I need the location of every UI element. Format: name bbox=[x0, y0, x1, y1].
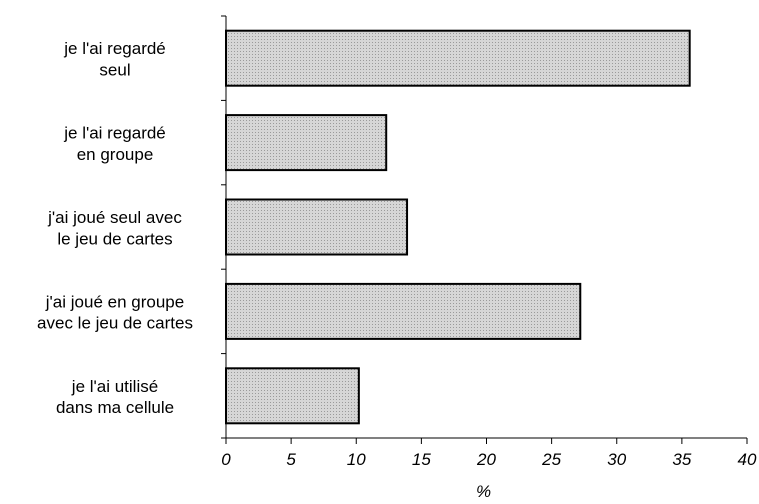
bars-layer bbox=[225, 29, 691, 425]
x-axis-title: % bbox=[476, 482, 491, 499]
bar bbox=[225, 29, 691, 87]
category-label-line: je l'ai utilisé bbox=[71, 377, 158, 396]
category-label: je l'ai regardé en groupe bbox=[63, 124, 166, 164]
x-tick-label: 10 bbox=[347, 450, 366, 469]
category-label: je l'ai utilisé dans ma cellule bbox=[56, 377, 174, 417]
x-tick-label: 35 bbox=[672, 450, 691, 469]
category-label: j'ai joué seul avec le jeu de cartes bbox=[47, 208, 182, 248]
x-tick-label: 40 bbox=[738, 450, 757, 469]
category-label-line: en groupe bbox=[77, 145, 154, 164]
axes-layer bbox=[221, 15, 748, 444]
x-tick-label: 0 bbox=[221, 450, 231, 469]
category-label-line: avec le jeu de cartes bbox=[37, 314, 193, 333]
category-label-line: je l'ai regardé bbox=[63, 124, 166, 143]
x-tick-label: 30 bbox=[607, 450, 626, 469]
x-tick-label: 20 bbox=[476, 450, 496, 469]
bar bbox=[225, 282, 582, 340]
category-label-line: je l'ai regardé bbox=[63, 39, 166, 58]
x-tick-label: 15 bbox=[412, 450, 431, 469]
x-tick-label: 5 bbox=[286, 450, 296, 469]
category-label-line: j'ai joué seul avec bbox=[47, 208, 182, 227]
bar bbox=[225, 367, 360, 425]
category-label-line: j'ai joué en groupe bbox=[45, 292, 184, 311]
category-label: je l'ai regardé seul bbox=[63, 39, 166, 79]
bar bbox=[225, 198, 409, 256]
bar bbox=[225, 114, 388, 172]
category-label: j'ai joué en groupe avec le jeu de cartes bbox=[37, 292, 193, 332]
x-tick-label: 25 bbox=[541, 450, 561, 469]
category-label-line: le jeu de cartes bbox=[57, 229, 172, 248]
category-label-line: seul bbox=[99, 60, 130, 79]
labels-layer: je l'ai regardé seul je l'ai regardé en gro… bbox=[37, 39, 757, 501]
category-label-line: dans ma cellule bbox=[56, 398, 174, 417]
